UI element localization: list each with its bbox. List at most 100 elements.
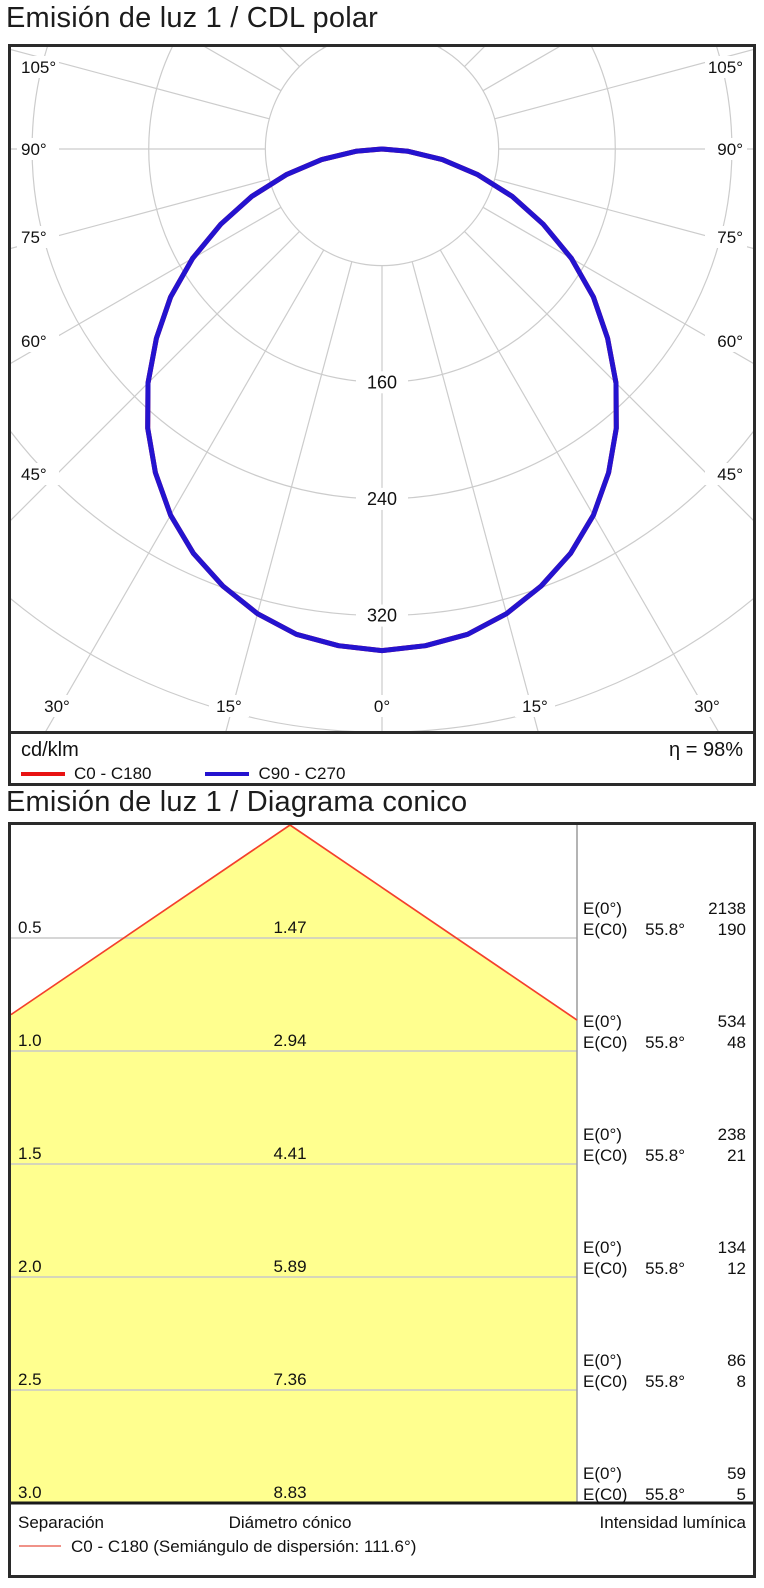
separation-value: 2.0 — [18, 1257, 42, 1276]
e0-label: E(0°) — [583, 1012, 622, 1031]
e0-value: 59 — [727, 1464, 746, 1483]
cone-diameter-value: 1.47 — [273, 918, 306, 937]
angle-label-bg — [17, 138, 59, 160]
angle-label-bg — [705, 330, 747, 352]
polar-grid-ray — [45, 249, 325, 731]
ec0-angle: 55.8° — [645, 1146, 685, 1165]
radial-tick-label-bg — [356, 487, 408, 510]
angle-label-bg — [362, 695, 402, 717]
separation-value: 2.5 — [18, 1370, 42, 1389]
angle-label-bottom: 15° — [522, 697, 548, 716]
polar-grid-ray — [482, 206, 753, 364]
separation-value: 0.5 — [18, 918, 42, 937]
polar-units-label: cd/klm — [21, 739, 79, 761]
cone-diameter-value: 4.41 — [273, 1144, 306, 1163]
radial-tick-label: 320 — [367, 606, 397, 626]
angle-label-bg — [515, 695, 555, 717]
e0-label: E(0°) — [583, 1238, 622, 1257]
polar-grid-ray — [439, 249, 719, 731]
footer-intensity-label: Intensidad lumínica — [600, 1513, 747, 1532]
polar-legend: cd/klm η = 98% C0 - C180 C90 - C270 — [11, 731, 753, 783]
ec0-angle: 55.8° — [645, 920, 685, 939]
angle-label-bg — [17, 226, 59, 248]
angle-label-bg — [17, 56, 59, 78]
angle-label-bg — [687, 695, 727, 717]
beam-edge-right — [289, 824, 578, 1021]
polar-curve-c90-c270 — [145, 146, 619, 654]
angle-label-right: 90° — [717, 140, 743, 159]
ec0-angle: 55.8° — [645, 1259, 685, 1278]
polar-efficiency-label: η = 98% — [669, 739, 743, 761]
polar-chart-panel: 160 240 320 105° 105° 90° 90° 75° 75° 60° 60° 45° 45… — [8, 44, 756, 786]
c90-c270-legend-swatch — [205, 772, 250, 776]
angle-label-bottom: 30° — [44, 697, 70, 716]
radial-tick-label-bg — [356, 371, 408, 394]
angle-label-bottom: 15° — [216, 697, 242, 716]
polar-grid-ray — [439, 47, 442, 49]
ec0-value: 21 — [727, 1146, 746, 1165]
ec0-value: 48 — [727, 1033, 746, 1052]
separation-value: 3.0 — [18, 1483, 42, 1502]
angle-label-left: 45° — [21, 465, 47, 484]
cone-diagram-svg: 0.5 1.47 E(0°) 2138 E(C0) 55.8° 190 1.0 2.94 E(0°… — [10, 824, 753, 1556]
cone-diameter-value: 5.89 — [273, 1257, 306, 1276]
polar-grid-ray — [11, 48, 270, 120]
cone-diameter-value: 7.36 — [273, 1370, 306, 1389]
e0-value: 86 — [727, 1351, 746, 1370]
e0-value: 238 — [718, 1125, 746, 1144]
polar-grid-circle — [264, 47, 500, 267]
c0-c180-legend-label: C0 - C180 — [74, 764, 152, 783]
radial-tick-label-bg — [356, 604, 408, 627]
c0-c180-legend-swatch — [21, 772, 65, 776]
cone-diagram-panel: 0.5 1.47 E(0°) 2138 E(C0) 55.8° 190 1.0 2.94 E(0°… — [8, 822, 756, 1578]
angle-label-bottom: 0° — [374, 697, 390, 716]
c90-c270-legend-label: C90 - C270 — [258, 764, 346, 783]
angle-label-bg — [37, 695, 77, 717]
angle-label-bottom: 30° — [694, 697, 720, 716]
ec0-value: 5 — [737, 1485, 746, 1504]
angle-label-left: 90° — [21, 140, 47, 159]
ec0-angle: 55.8° — [645, 1033, 685, 1052]
angle-label-bg — [17, 330, 59, 352]
ec0-label: E(C0) — [583, 1259, 627, 1278]
e0-label: E(0°) — [583, 1351, 622, 1370]
polar-section-title: Emisión de luz 1 / CDL polar — [6, 2, 379, 34]
cone-diameter-value: 2.94 — [273, 1031, 306, 1050]
ec0-angle: 55.8° — [645, 1372, 685, 1391]
separation-value: 1.5 — [18, 1144, 42, 1163]
separation-value: 1.0 — [18, 1031, 42, 1050]
angle-label-bg — [705, 226, 747, 248]
polar-plot: 160 240 320 105° 105° 90° 90° 75° 75° 60° 60° 45° 45… — [11, 47, 753, 731]
cone-plot: 0.5 1.47 E(0°) 2138 E(C0) 55.8° 190 1.0 2.94 E(0°… — [10, 824, 753, 1575]
ec0-label: E(C0) — [583, 1146, 627, 1165]
cone-section-title: Emisión de luz 1 / Diagrama conico — [6, 786, 468, 818]
angle-label-bg — [209, 695, 249, 717]
angle-label-left: 60° — [21, 332, 47, 351]
footer-separation-label: Separación — [18, 1513, 104, 1532]
angle-label-right: 60° — [717, 332, 743, 351]
radial-tick-label: 240 — [367, 489, 397, 509]
ec0-label: E(C0) — [583, 920, 627, 939]
polar-grid-ray — [411, 261, 539, 731]
angle-label-left: 105° — [21, 58, 56, 77]
angle-label-right: 105° — [708, 58, 743, 77]
angle-label-bg — [705, 56, 747, 78]
ec0-label: E(C0) — [583, 1033, 627, 1052]
polar-grid-ray — [11, 206, 282, 364]
ec0-value: 12 — [727, 1259, 746, 1278]
angle-label-bg — [705, 138, 747, 160]
polar-grid-ray — [225, 261, 353, 731]
polar-grid-ray — [494, 48, 753, 120]
polar-grid-ray — [11, 231, 300, 521]
footer-diameter-label: Diámetro cónico — [229, 1513, 352, 1532]
ec0-label: E(C0) — [583, 1372, 627, 1391]
ec0-angle: 55.8° — [645, 1485, 685, 1504]
cone-legend-label: C0 - C180 (Semiángulo de dispersión: 111… — [71, 1537, 416, 1556]
ec0-label: E(C0) — [583, 1485, 627, 1504]
e0-label: E(0°) — [583, 1125, 622, 1144]
e0-value: 534 — [718, 1012, 746, 1031]
radial-tick-label: 160 — [367, 372, 397, 392]
ec0-value: 8 — [737, 1372, 746, 1391]
polar-chart-svg: 160 240 320 105° 105° 90° 90° 75° 75° 60° 60° 45° 45… — [11, 47, 753, 731]
e0-value: 2138 — [708, 899, 746, 918]
